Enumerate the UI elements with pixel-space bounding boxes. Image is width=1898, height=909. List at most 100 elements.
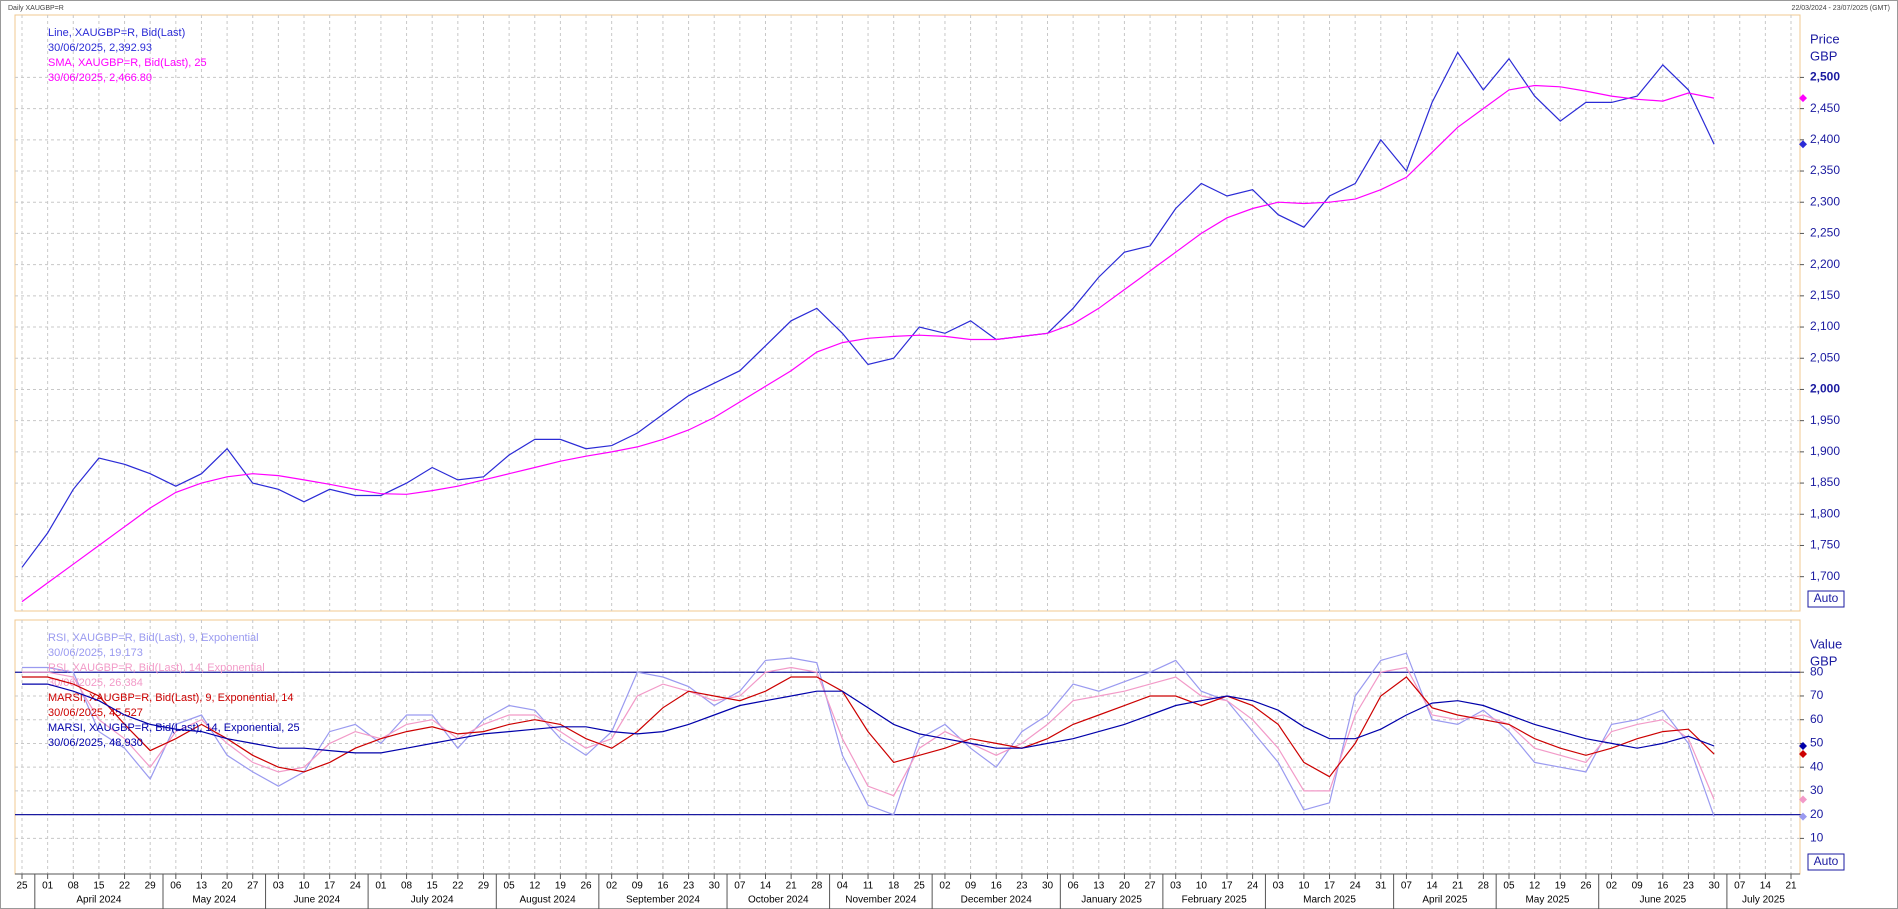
- month-label: February 2025: [1182, 895, 1247, 906]
- y-tick-label: 1,900: [1810, 444, 1840, 458]
- y-tick-label: 2,300: [1810, 194, 1840, 208]
- month-label: October 2024: [748, 895, 809, 906]
- x-tick-label: 14: [760, 881, 772, 892]
- x-tick-label: 21: [1452, 881, 1464, 892]
- legend-name: MARSI, XAUGBP=R, Bid(Last), 14, Exponent…: [48, 722, 300, 734]
- x-tick-label: 30: [1042, 881, 1054, 892]
- y-tick-label: 70: [1810, 688, 1824, 702]
- month-label: April 2024: [76, 895, 121, 906]
- x-tick-label: 20: [222, 881, 234, 892]
- x-tick-label: 08: [68, 881, 80, 892]
- month-label: December 2024: [961, 895, 1033, 906]
- x-tick-label: 05: [504, 881, 516, 892]
- series-line: [21, 84, 1715, 603]
- last-value-marker: [1799, 140, 1807, 149]
- y-tick-label: 1,700: [1810, 569, 1840, 583]
- x-tick-label: 17: [324, 881, 336, 892]
- x-tick-label: 10: [1298, 881, 1310, 892]
- x-tick-label: 22: [452, 881, 464, 892]
- month-label: May 2024: [192, 895, 236, 906]
- legend-name: Line, XAUGBP=R, Bid(Last): [48, 27, 185, 39]
- x-tick-label: 01: [42, 881, 54, 892]
- x-tick-label: 02: [606, 881, 618, 892]
- panel-frame: [14, 14, 1801, 612]
- x-tick-label: 29: [145, 881, 157, 892]
- y-axis-unit: GBP: [1810, 48, 1837, 63]
- x-tick-label: 05: [1503, 881, 1515, 892]
- x-tick-label: 07: [1734, 881, 1746, 892]
- x-tick-label: 18: [888, 881, 900, 892]
- x-tick-label: 21: [786, 881, 798, 892]
- x-tick-label: 25: [914, 881, 926, 892]
- y-tick-label: 2,400: [1810, 132, 1840, 146]
- x-tick-label: 04: [837, 881, 849, 892]
- last-value-marker: [1799, 750, 1807, 759]
- y-tick-label: 40: [1810, 759, 1824, 773]
- y-axis-title: Price: [1810, 31, 1840, 46]
- month-label: May 2025: [1525, 895, 1569, 906]
- x-tick-label: 08: [401, 881, 413, 892]
- month-label: June 2025: [1639, 895, 1686, 906]
- x-tick-label: 17: [1221, 881, 1233, 892]
- month-label: April 2025: [1422, 895, 1467, 906]
- x-tick-label: 11: [863, 881, 874, 892]
- y-tick-label: 10: [1810, 831, 1824, 845]
- legend-last-value: 30/06/2025, 45.527: [48, 707, 143, 719]
- y-tick-label: 2,200: [1810, 257, 1840, 271]
- x-tick-label: 07: [734, 881, 746, 892]
- x-tick-label: 01: [375, 881, 387, 892]
- month-label: July 2024: [411, 895, 454, 906]
- x-tick-label: 09: [1632, 881, 1644, 892]
- y-axis-title: Value: [1810, 636, 1842, 651]
- y-tick-label: 2,150: [1810, 288, 1840, 302]
- auto-button[interactable]: [1807, 853, 1845, 871]
- y-tick-label: 2,100: [1810, 319, 1840, 333]
- auto-button-label[interactable]: Auto: [1814, 591, 1839, 605]
- x-tick-label: 23: [1683, 881, 1695, 892]
- legend-last-value: 30/06/2025, 48.930: [48, 737, 143, 749]
- x-tick-label: 10: [1196, 881, 1208, 892]
- x-tick-label: 06: [170, 881, 182, 892]
- y-tick-label: 1,800: [1810, 506, 1840, 520]
- x-tick-label: 30: [1709, 881, 1721, 892]
- auto-button-label[interactable]: Auto: [1814, 854, 1839, 868]
- x-tick-label: 14: [1427, 881, 1439, 892]
- series-line: [22, 666, 1715, 800]
- legend-last-value: 30/06/2025, 19.173: [48, 647, 143, 659]
- x-tick-label: 12: [1529, 881, 1541, 892]
- y-tick-label: 2,500: [1810, 70, 1840, 84]
- x-tick-label: 25: [16, 881, 28, 892]
- legend-name: SMA, XAUGBP=R, Bid(Last), 25: [48, 57, 207, 69]
- y-tick-label: 1,750: [1810, 538, 1840, 552]
- x-tick-label: 19: [555, 881, 567, 892]
- series-line: [22, 683, 1715, 754]
- y-tick-label: 50: [1810, 736, 1824, 750]
- month-label: September 2024: [626, 895, 700, 906]
- x-tick-label: 28: [811, 881, 823, 892]
- auto-button[interactable]: [1807, 590, 1845, 608]
- legend-last-value: 30/06/2025, 2,466.80: [48, 72, 152, 84]
- y-tick-label: 80: [1810, 664, 1824, 678]
- y-tick-label: 30: [1810, 783, 1824, 797]
- x-tick-label: 03: [1170, 881, 1182, 892]
- x-tick-label: 13: [196, 881, 208, 892]
- x-tick-label: 26: [1580, 881, 1592, 892]
- last-value-marker: [1799, 741, 1807, 750]
- y-tick-label: 2,050: [1810, 350, 1840, 364]
- x-tick-label: 10: [298, 881, 310, 892]
- month-label: July 2025: [1742, 895, 1785, 906]
- x-tick-label: 14: [1760, 881, 1772, 892]
- x-tick-label: 27: [1144, 881, 1156, 892]
- y-tick-label: 2,000: [1810, 382, 1840, 396]
- x-tick-label: 26: [580, 881, 592, 892]
- date-range: 22/03/2024 - 23/07/2025 (GMT): [1792, 5, 1890, 12]
- last-value-marker: [1799, 795, 1807, 804]
- legend-name: RSI, XAUGBP=R, Bid(Last), 9, Exponential: [48, 632, 259, 644]
- chart-title: Daily XAUGBP=R: [8, 5, 64, 12]
- x-tick-label: 07: [1401, 881, 1413, 892]
- x-tick-label: 15: [93, 881, 105, 892]
- x-tick-label: 06: [1068, 881, 1080, 892]
- month-label: January 2025: [1081, 895, 1142, 906]
